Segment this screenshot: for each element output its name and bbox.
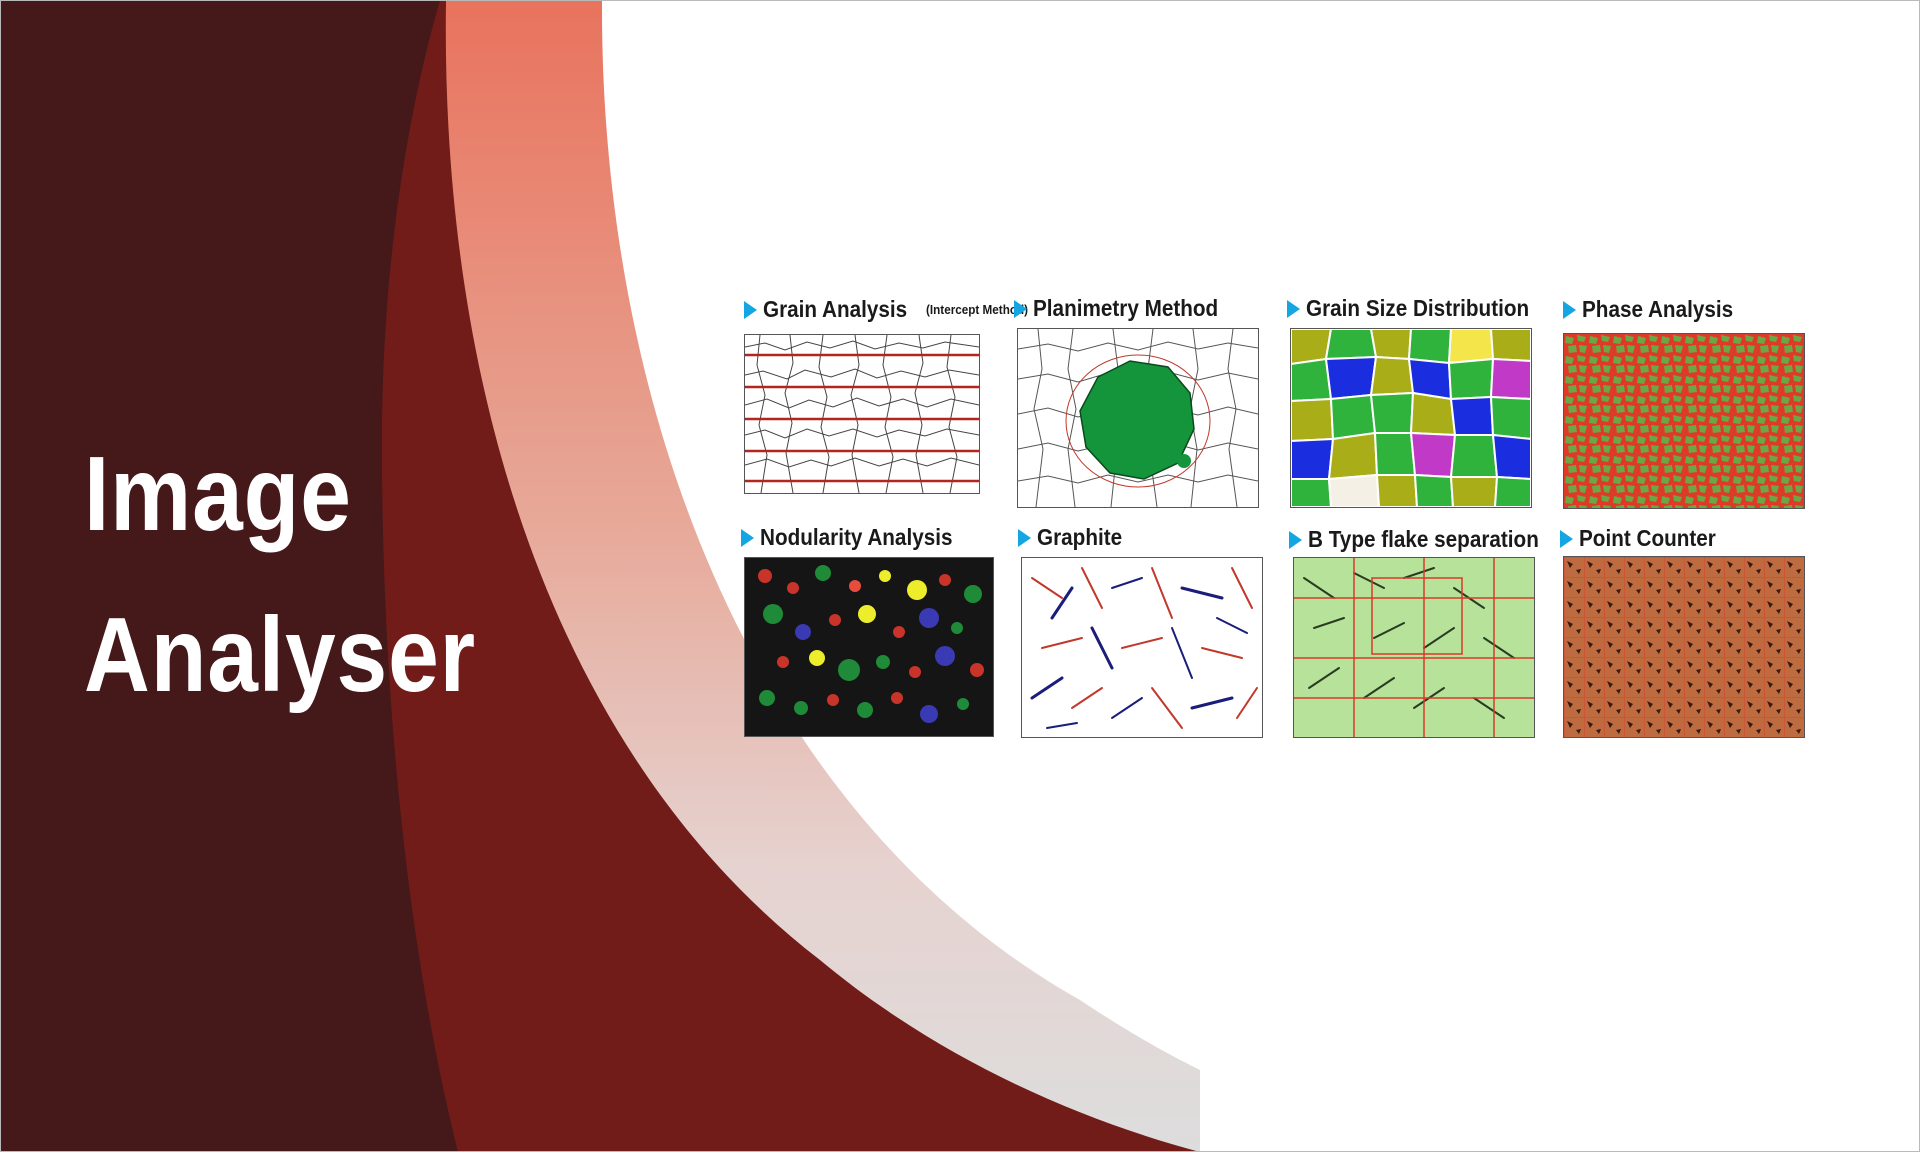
- title-line-image: Image: [84, 435, 352, 553]
- card-label-row: Phase Analysis: [1563, 296, 1750, 323]
- card-label-row: Nodularity Analysis: [741, 524, 974, 551]
- card-label: Planimetry Method: [1033, 295, 1219, 321]
- card-label: Graphite: [1037, 524, 1123, 550]
- card-label: Phase Analysis: [1582, 296, 1734, 322]
- card-label: Point Counter: [1579, 525, 1716, 551]
- card-label-row: Planimetry Method: [1014, 295, 1239, 322]
- arrow-bullet-icon: [1018, 528, 1031, 547]
- arrow-bullet-icon: [1287, 299, 1300, 318]
- arrow-bullet-icon: [1014, 299, 1027, 318]
- card-label-row: Point Counter: [1560, 525, 1731, 552]
- card-label: Nodularity Analysis: [760, 524, 953, 550]
- card-label-row: B Type flake separation: [1289, 526, 1565, 553]
- nodularity-micrograph-icon: [744, 557, 994, 737]
- graphite-micrograph-icon: [1021, 557, 1263, 738]
- card-label: Grain Size Distribution: [1306, 295, 1530, 321]
- point-counter-micrograph-icon: [1563, 556, 1805, 738]
- planimetry-micrograph-icon: [1017, 328, 1259, 508]
- arrow-bullet-icon: [1560, 529, 1573, 548]
- card-sublabel: (Intercept Method): [926, 302, 1029, 317]
- b-type-flake-micrograph-icon: [1293, 557, 1535, 738]
- arrow-bullet-icon: [744, 300, 757, 319]
- arrow-bullet-icon: [1289, 530, 1302, 549]
- title-line-analyser: Analyser: [84, 596, 476, 714]
- card-label: B Type flake separation: [1308, 526, 1539, 552]
- arrow-bullet-icon: [741, 528, 754, 547]
- grain-intercept-micrograph-icon: [744, 334, 980, 494]
- phase-analysis-micrograph-icon: [1563, 333, 1805, 509]
- grain-size-distribution-micrograph-icon: [1290, 328, 1532, 508]
- card-label-row: Graphite: [1018, 524, 1132, 551]
- card-label-row: Grain Size Distribution: [1287, 295, 1554, 322]
- arrow-bullet-icon: [1563, 300, 1576, 319]
- card-label-row: Grain Analysis (Intercept Method): [744, 296, 1040, 323]
- card-label: Grain Analysis: [763, 296, 908, 322]
